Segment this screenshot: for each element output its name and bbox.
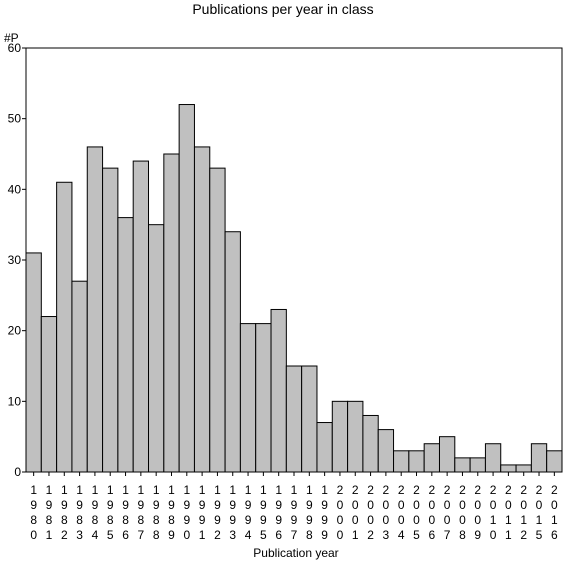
bar-2007 [438,436,456,473]
bar-1996 [270,308,287,473]
bar-1982 [56,181,73,473]
bar-1994 [239,323,257,473]
y-tick-label: 20 [8,324,22,338]
y-tick-label: 60 [8,41,22,55]
bar-2001 [347,400,364,473]
bar-2008 [454,457,471,473]
bar-2016 [546,450,563,473]
bar-1985 [102,167,119,473]
bar-1987 [132,160,150,473]
bar-1991 [193,146,211,473]
y-tick-label: 10 [8,394,22,408]
y-tick-label: 50 [8,112,22,126]
bar-2005 [408,450,425,473]
bar-1997 [285,365,303,473]
bar-1986 [117,217,134,473]
bar-1988 [148,224,165,473]
x-axis-ticks: 1 9 8 0 1 9 8 1 1 9 8 2 1 9 8 3 1 9 8 4 1 9 8 5 1 9 8 6 1 9 8 7 1 9 8 8 1 9 8 9… [30,472,558,542]
y-tick-label: 30 [8,253,22,267]
bar-1980 [25,252,42,473]
bar-1983 [71,280,88,473]
bar-2009 [469,457,486,473]
y-tick-label: 0 [14,465,21,479]
bar-1989 [163,153,180,473]
bar-2010 [484,443,502,473]
bar-2002 [362,414,379,473]
chart-title: Publications per year in class [192,1,373,17]
bar-2015 [530,443,548,473]
y-axis-ticks: 0 10 20 30 40 50 60 [8,41,26,479]
bar-1984 [86,146,104,473]
bar-1998 [301,365,318,473]
bar-1981 [40,316,58,473]
bar-2012 [515,464,532,473]
bar-1999 [316,422,333,473]
bar-2000 [331,400,349,473]
bar-2006 [423,443,440,473]
bar-1992 [209,167,226,473]
y-tick-label: 40 [8,182,22,196]
y-axis-label: #P [4,31,19,45]
bar-2003 [377,429,395,473]
bars-group [25,104,563,473]
bar-2011 [500,464,517,473]
bar-1990 [178,104,195,473]
x-axis-label: Publication year [253,546,338,560]
bar-2004 [393,450,410,473]
bar-1993 [224,231,241,473]
bar-1995 [255,323,272,473]
